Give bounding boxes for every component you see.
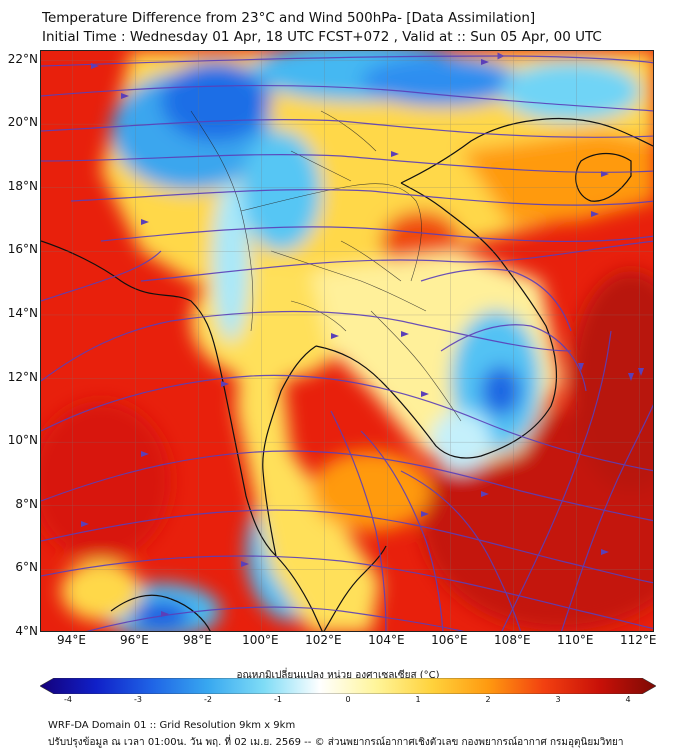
colorbar-tick-label: -3	[134, 695, 142, 704]
footer-credit: ปรับปรุงข้อมูล ณ เวลา 01:00น. วัน พฤ. ที…	[48, 737, 624, 748]
lon-label: 102°E	[305, 633, 342, 647]
map-subtitle: Initial Time : Wednesday 01 Apr, 18 UTC …	[42, 29, 602, 45]
lat-label: 18°N	[7, 178, 38, 193]
lon-label: 104°E	[368, 633, 405, 647]
wind-streamlines	[41, 52, 653, 631]
lat-label: 12°N	[7, 369, 38, 384]
colorbar	[40, 678, 656, 694]
admin-borders	[190, 110, 462, 422]
lat-label: 22°N	[7, 51, 38, 66]
lat-label: 10°N	[7, 433, 38, 448]
lon-label: 112°E	[620, 633, 657, 647]
colorbar-tick-label: -1	[274, 695, 282, 704]
colorbar-title: อุณหภูมิเปลี่ยนแปลง หน่วย องศาเซลเซียส (…	[236, 670, 440, 681]
colorbar-tick-label: 0	[345, 695, 351, 704]
colorbar-tick-label: -2	[204, 695, 212, 704]
lon-label: 94°E	[57, 633, 86, 647]
coastlines	[41, 117, 653, 631]
map-title: Temperature Difference from 23°C and Win…	[42, 10, 536, 26]
graticule	[41, 51, 653, 631]
temperature-map[interactable]	[40, 50, 654, 632]
lon-label: 96°E	[120, 633, 149, 647]
footer-model-info: WRF-DA Domain 01 :: Grid Resolution 9km …	[48, 720, 296, 731]
colorbar-tick-label: 4	[625, 695, 631, 704]
map-canvas	[41, 51, 653, 631]
lat-label: 8°N	[15, 496, 38, 511]
lon-label: 108°E	[494, 633, 531, 647]
lat-label: 4°N	[15, 624, 38, 638]
lat-label: 14°N	[7, 305, 38, 320]
lon-label: 106°E	[431, 633, 468, 647]
lon-label: 100°E	[242, 633, 279, 647]
lat-label: 16°N	[7, 242, 38, 257]
lon-label: 110°E	[557, 633, 594, 647]
lat-label: 20°N	[7, 115, 38, 130]
colorbar-tick-label: -4	[64, 695, 72, 704]
colorbar-tick-label: 1	[415, 695, 421, 704]
colorbar-tick-label: 3	[555, 695, 561, 704]
wind-arrowheads	[81, 59, 644, 617]
colorbar-tick-label: 2	[485, 695, 491, 704]
lon-label: 98°E	[182, 633, 212, 647]
lat-label: 6°N	[15, 560, 38, 575]
temperature-field	[41, 51, 653, 631]
